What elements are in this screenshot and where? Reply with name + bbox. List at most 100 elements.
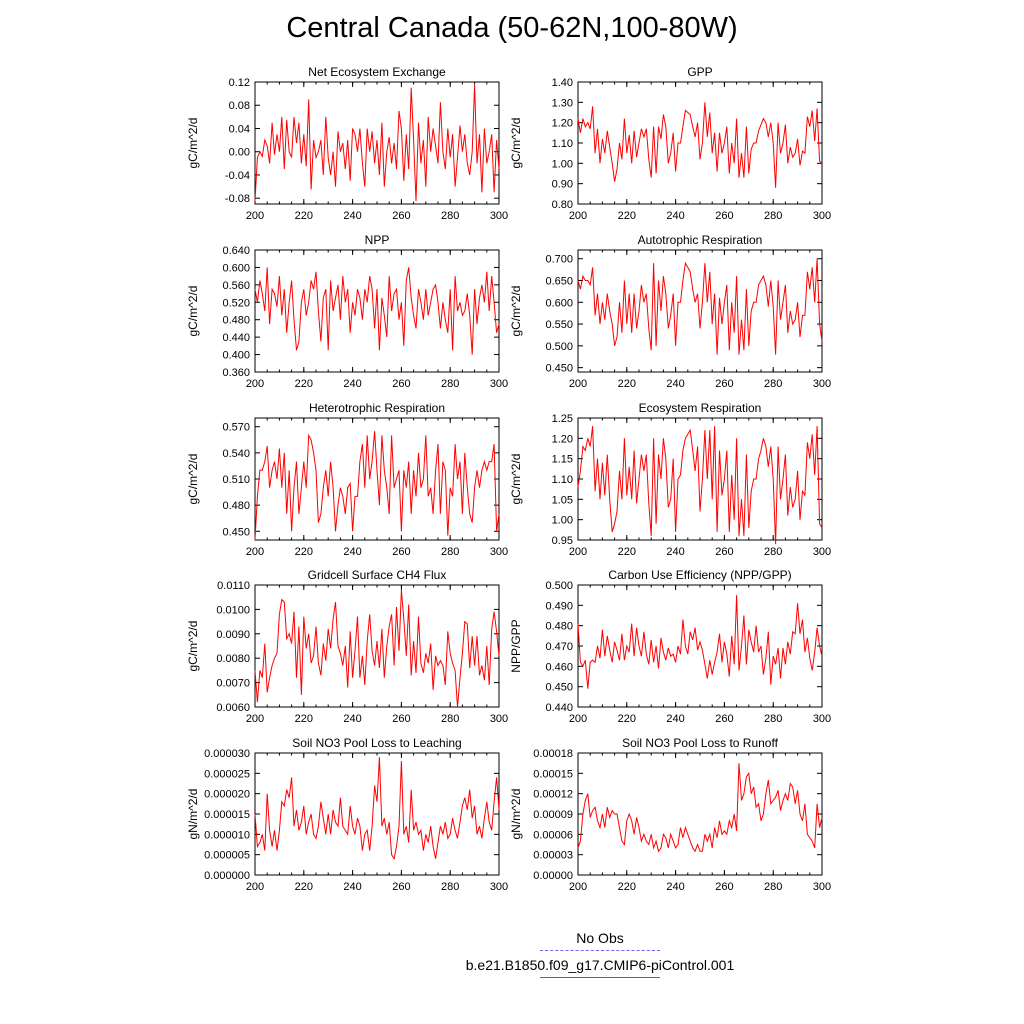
- x-tick-label: 240: [343, 210, 361, 222]
- legend-obs-line: [540, 950, 660, 951]
- x-tick-label: 240: [666, 881, 684, 893]
- panel-title: Heterotrophic Respiration: [309, 401, 445, 415]
- series-line: [577, 595, 823, 689]
- x-tick-label: 280: [441, 546, 459, 558]
- series-line: [577, 763, 823, 853]
- x-tick-label: 260: [392, 713, 410, 725]
- x-tick-label: 240: [666, 713, 684, 725]
- x-tick-label: 300: [813, 210, 831, 222]
- x-tick-label: 240: [343, 713, 361, 725]
- panel-1: GPP gC/m^2/d 200 220 240 260 280 300 0.80 0.90 1.0…: [509, 65, 831, 222]
- x-tick-label: 280: [441, 210, 459, 222]
- y-tick-label: 0.000015: [204, 809, 250, 821]
- x-tick-label: 220: [295, 546, 313, 558]
- y-tick-label: 0.490: [545, 600, 573, 612]
- y-tick-label: 0.000025: [204, 768, 250, 780]
- series-line: [254, 431, 500, 541]
- legend: No Obs b.e21.B1850.f09_g17.CMIP6-piContr…: [420, 930, 780, 984]
- x-tick-label: 300: [813, 713, 831, 725]
- x-tick-label: 200: [569, 546, 587, 558]
- y-tick-label: 0.500: [545, 580, 573, 592]
- x-tick-label: 200: [569, 881, 587, 893]
- y-tick-label: 0.500: [545, 341, 573, 353]
- x-tick-label: 260: [715, 378, 733, 390]
- y-tick-label: 0.440: [222, 332, 250, 344]
- x-tick-label: 240: [343, 546, 361, 558]
- x-tick-label: 280: [441, 881, 459, 893]
- x-tick-label: 200: [246, 546, 264, 558]
- x-tick-label: 200: [569, 713, 587, 725]
- y-tick-label: 0.570: [222, 422, 250, 434]
- plot-frame: [254, 249, 500, 373]
- y-tick-label: 1.20: [552, 433, 573, 445]
- legend-model-label: b.e21.B1850.f09_g17.CMIP6-piControl.001: [465, 957, 735, 973]
- y-tick-label: 0.600: [222, 262, 250, 274]
- y-tick-label: -0.08: [225, 193, 250, 205]
- x-tick-label: 240: [343, 378, 361, 390]
- x-tick-label: 300: [490, 881, 508, 893]
- x-tick-label: 200: [246, 210, 264, 222]
- y-tick-label: 0.480: [545, 621, 573, 633]
- x-tick-label: 220: [295, 378, 313, 390]
- x-tick-label: 260: [715, 210, 733, 222]
- y-axis-label: gC/m^2/d: [186, 118, 200, 169]
- y-axis-label: gC/m^2/d: [509, 286, 523, 337]
- x-tick-label: 280: [441, 713, 459, 725]
- x-tick-label: 200: [246, 881, 264, 893]
- x-tick-label: 280: [764, 210, 782, 222]
- y-axis-label: gC/m^2/d: [509, 454, 523, 505]
- y-tick-label: 0.00009: [533, 809, 573, 821]
- series-line: [577, 258, 823, 355]
- panel-3: Autotrophic Respiration gC/m^2/d 200 220 240…: [509, 233, 831, 390]
- y-tick-label: 0.650: [545, 276, 573, 288]
- x-tick-label: 240: [666, 378, 684, 390]
- y-tick-label: 0.700: [545, 254, 573, 266]
- y-tick-label: 1.20: [552, 118, 573, 130]
- panel-title: Net Ecosystem Exchange: [308, 65, 446, 79]
- y-tick-label: 0.0110: [217, 580, 250, 592]
- series-line: [577, 426, 823, 545]
- x-tick-label: 280: [764, 546, 782, 558]
- panel-title: NPP: [365, 233, 390, 247]
- panel-0: Net Ecosystem Exchange gC/m^2/d 200 220 240 2…: [186, 65, 508, 222]
- y-axis-label: gN/m^2/d: [509, 789, 523, 840]
- x-tick-label: 260: [392, 881, 410, 893]
- x-tick-label: 240: [666, 546, 684, 558]
- y-tick-label: 0.510: [222, 474, 250, 486]
- y-tick-label: 0.000005: [204, 850, 250, 862]
- y-tick-label: 0.04: [229, 123, 250, 135]
- y-tick-label: 1.05: [552, 494, 573, 506]
- y-tick-label: 0.000010: [204, 829, 250, 841]
- y-axis-label: gC/m^2/d: [186, 454, 200, 505]
- y-tick-label: 0.000000: [204, 870, 250, 882]
- panel-title: Gridcell Surface CH4 Flux: [308, 568, 447, 582]
- panel-6: Gridcell Surface CH4 Flux gC/m^2/d 200 220 2…: [186, 568, 508, 725]
- y-tick-label: 0.360: [222, 367, 250, 379]
- x-tick-label: 200: [569, 210, 587, 222]
- panel-8: Soil NO3 Pool Loss to Leaching gN/m^2/d 20…: [186, 736, 508, 893]
- y-tick-label: 0.440: [545, 702, 573, 714]
- x-tick-label: 300: [813, 881, 831, 893]
- panel-7: Carbon Use Efficiency (NPP/GPP) NPP/GPP 20…: [509, 568, 831, 725]
- y-tick-label: 0.550: [545, 319, 573, 331]
- x-tick-label: 280: [441, 378, 459, 390]
- y-tick-label: 0.000020: [204, 789, 250, 801]
- x-tick-label: 260: [715, 881, 733, 893]
- y-tick-label: 0.640: [222, 245, 250, 257]
- y-axis-label: gN/m^2/d: [186, 789, 200, 840]
- y-tick-label: 0.460: [545, 661, 573, 673]
- x-tick-label: 220: [618, 881, 636, 893]
- x-tick-label: 300: [490, 210, 508, 222]
- x-tick-label: 200: [246, 378, 264, 390]
- x-tick-label: 200: [246, 713, 264, 725]
- y-tick-label: 0.480: [222, 500, 250, 512]
- plot-frame: [577, 249, 823, 373]
- y-tick-label: 1.00: [552, 158, 573, 170]
- x-tick-label: 240: [666, 210, 684, 222]
- y-tick-label: 1.00: [552, 515, 573, 527]
- x-tick-label: 280: [764, 378, 782, 390]
- y-tick-label: 0.08: [229, 100, 250, 112]
- y-tick-label: 0.470: [545, 641, 573, 653]
- y-tick-label: 1.10: [552, 474, 573, 486]
- y-tick-label: 0.000030: [204, 748, 250, 760]
